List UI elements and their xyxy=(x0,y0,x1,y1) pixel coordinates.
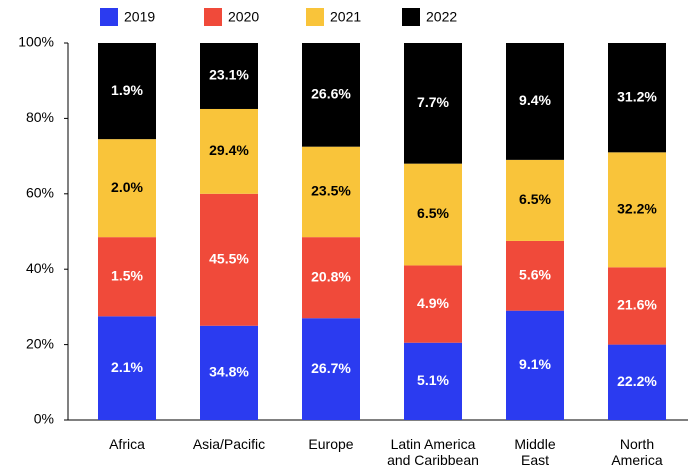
bar-segment xyxy=(404,265,462,343)
y-tick-label: 0% xyxy=(34,411,54,427)
bar-segment xyxy=(608,344,666,420)
data-label: 1.9% xyxy=(111,82,143,98)
y-tick-label: 20% xyxy=(26,335,54,351)
data-label: 45.5% xyxy=(209,250,249,266)
bar-segment xyxy=(404,342,462,420)
data-label: 6.5% xyxy=(417,205,449,221)
bar-segment xyxy=(200,108,258,194)
data-label: 5.6% xyxy=(519,267,551,283)
legend-swatch xyxy=(306,8,324,26)
bar-segment xyxy=(608,43,666,153)
legend-label: 2022 xyxy=(426,9,457,25)
bar-segment xyxy=(506,240,564,311)
legend-swatch xyxy=(100,8,118,26)
bar-segment xyxy=(302,237,360,319)
x-tick-label: North America xyxy=(611,436,663,468)
data-label: 2.1% xyxy=(111,359,143,375)
x-tick-label: Latin America and Caribbean xyxy=(387,436,479,468)
data-label: 20.8% xyxy=(311,268,351,284)
data-label: 29.4% xyxy=(209,142,249,158)
bar-segment xyxy=(506,310,564,420)
data-label: 9.1% xyxy=(519,356,551,372)
x-tick-label: Middle East xyxy=(514,436,556,468)
data-label: 23.1% xyxy=(209,67,249,83)
bar-segment xyxy=(608,152,666,268)
x-tick-label: Asia/Pacific xyxy=(192,436,266,452)
bar-segment xyxy=(98,316,156,420)
data-label: 6.5% xyxy=(519,191,551,207)
legend-swatch xyxy=(204,8,222,26)
y-tick-label: 80% xyxy=(26,109,54,125)
data-label: 4.9% xyxy=(417,295,449,311)
data-label: 26.6% xyxy=(311,86,351,102)
y-tick-label: 100% xyxy=(18,34,54,50)
bar-segment xyxy=(506,159,564,241)
data-label: 5.1% xyxy=(417,372,449,388)
bar-segment xyxy=(302,43,360,147)
bar-segment xyxy=(302,318,360,420)
legend-label: 2021 xyxy=(330,9,361,25)
x-tick-label: Africa xyxy=(109,436,145,452)
data-label: 1.5% xyxy=(111,267,143,283)
data-label: 23.5% xyxy=(311,183,351,199)
bar-segment xyxy=(98,139,156,238)
data-label: 31.2% xyxy=(617,88,657,104)
data-label: 21.6% xyxy=(617,297,657,313)
data-label: 32.2% xyxy=(617,201,657,217)
data-label: 26.7% xyxy=(311,360,351,376)
data-label: 2.0% xyxy=(111,179,143,195)
bar-segment xyxy=(404,163,462,266)
bar-segment xyxy=(98,237,156,317)
y-tick-label: 40% xyxy=(26,260,54,276)
legend-label: 2020 xyxy=(228,9,259,25)
bar-segment xyxy=(608,267,666,345)
legend-swatch xyxy=(402,8,420,26)
data-label: 9.4% xyxy=(519,92,551,108)
legend-label: 2019 xyxy=(124,9,155,25)
bar-segment xyxy=(302,146,360,238)
data-label: 7.7% xyxy=(417,94,449,110)
bar-segment xyxy=(98,43,156,140)
bar-segment xyxy=(200,325,258,420)
bar-segment xyxy=(200,43,258,109)
bar-segment xyxy=(200,193,258,326)
data-label: 34.8% xyxy=(209,364,249,380)
bar-segment xyxy=(506,43,564,160)
data-label: 22.2% xyxy=(617,373,657,389)
x-tick-label: Europe xyxy=(308,436,354,452)
bar-segment xyxy=(404,43,462,164)
y-tick-label: 60% xyxy=(26,185,54,201)
